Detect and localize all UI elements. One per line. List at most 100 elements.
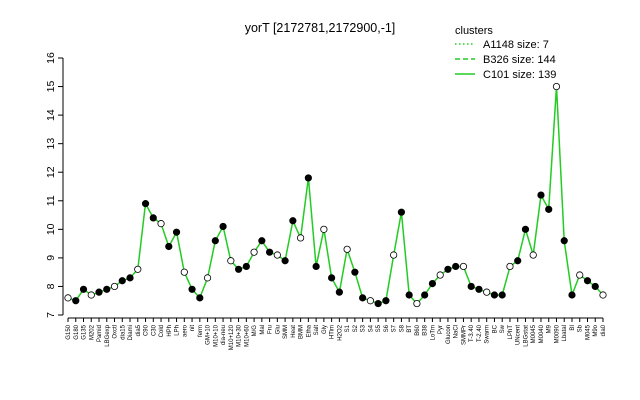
x-tick-label: B60 [415,324,421,335]
x-tick-label: S7 [392,324,398,332]
data-point [304,174,312,182]
x-tick-label: M10+10 [213,324,219,347]
legend-title: clusters [455,25,493,37]
x-tick-label: Cold [159,325,165,337]
x-tick-label: Glucon [446,325,452,344]
x-tick-label: G150 [66,324,72,339]
data-point [506,262,514,271]
x-tick-label: Etha [306,324,312,337]
x-tick-label: GM+10 [206,324,212,345]
x-tick-label: Gly [322,325,328,334]
data-point [265,248,274,256]
x-tick-label: BMM [299,325,305,339]
x-tick-label: S5 [376,324,382,332]
data-point [436,271,444,279]
data-point [126,274,134,282]
data-point [165,242,173,251]
y-axis: 7 8 9 10 11 12 13 14 15 16 [45,52,64,318]
data-point [382,297,390,305]
x-tick-label: M9 [547,324,553,333]
x-tick-label: Swarm [485,325,491,344]
data-point [413,299,421,308]
data-point [483,288,491,296]
x-tick-label: aero [182,324,188,337]
x-tick-label: dia15 [120,324,126,339]
legend-label: A1148 size: 7 [483,39,549,51]
data-point [172,228,181,236]
legend-entries: A1148 size: 7 B326 size: 144 C101 size: 13… [455,39,556,81]
data-point [196,294,204,302]
x-tick-label: LBGstat [523,325,529,347]
data-point [203,274,212,282]
x-tick-label: Diami [128,325,134,340]
data-point [529,251,537,259]
data-point [459,262,468,271]
x-tick-label: LPh [175,325,181,336]
x-tick-label: BC [492,324,498,333]
y-tick-label: 15 [45,81,57,93]
x-tick-label: S3 [361,324,367,332]
data-point [576,271,584,279]
x-tick-label: LoTm [430,325,436,340]
data-point [490,291,499,299]
series-group [64,82,607,308]
data-point [103,285,111,293]
x-tick-label: M202 [89,324,95,340]
data-point [72,297,80,305]
x-tick-label: M10+120 [229,324,235,350]
data-point [560,237,568,245]
x-tick-label: S1 [345,324,351,332]
data-point [343,245,351,253]
x-tick-label: UNcent [516,325,522,345]
x-tick-label: BI [570,325,576,331]
x-tick-label: Glu [275,325,281,334]
data-point [335,288,343,296]
y-tick-label: 7 [45,312,57,318]
x-tick-label: HTim [330,325,336,339]
x-tick-label: S2 [353,324,359,332]
x-tick-label: NaCl [454,325,460,338]
chart-title: yorT [2172781,2172900,-1] [245,21,396,35]
data-point [521,225,530,233]
x-tick-label: Oxctl [113,325,119,339]
y-tick-label: 11 [45,195,57,206]
data-point [180,268,188,276]
x-tick-label: T-2.40 [477,324,483,342]
data-point [110,282,119,291]
x-tick-label: Heat [291,325,297,338]
x-tick-label: LPhT [508,325,514,340]
y-tick-label: 8 [45,283,57,289]
y-tick-label: 9 [45,255,57,261]
data-point [211,237,219,245]
data-point [498,291,506,299]
data-point [258,237,266,245]
data-point [134,265,142,273]
x-tick-label: T-3.40 [469,324,475,342]
data-point [320,225,328,233]
data-point [359,294,367,302]
data-point [328,274,336,282]
data-point [514,257,522,265]
x-tick-label: LBGexp [105,324,111,346]
legend-label: B326 size: 144 [483,54,556,66]
x-tick-label: ferm [198,325,204,337]
y-tick-label: 16 [45,52,57,64]
data-point [583,277,592,285]
data-point [421,291,429,299]
data-point [227,257,235,265]
data-point [444,265,452,273]
data-point [428,279,437,288]
x-tick-label: Mal [260,325,266,335]
data-point [242,262,250,271]
data-point [591,282,599,291]
x-tick-label: dia-neu [221,325,227,345]
y-tick-label: 13 [45,138,57,150]
data-point [234,265,243,273]
legend: clusters A1148 size: 7 B326 size: 144 C101… [455,25,556,81]
x-tick-label: Salt [314,325,320,336]
data-point [297,234,305,242]
data-point [452,262,460,271]
x-tick-label: Fru [268,325,274,334]
data-point [64,294,72,302]
